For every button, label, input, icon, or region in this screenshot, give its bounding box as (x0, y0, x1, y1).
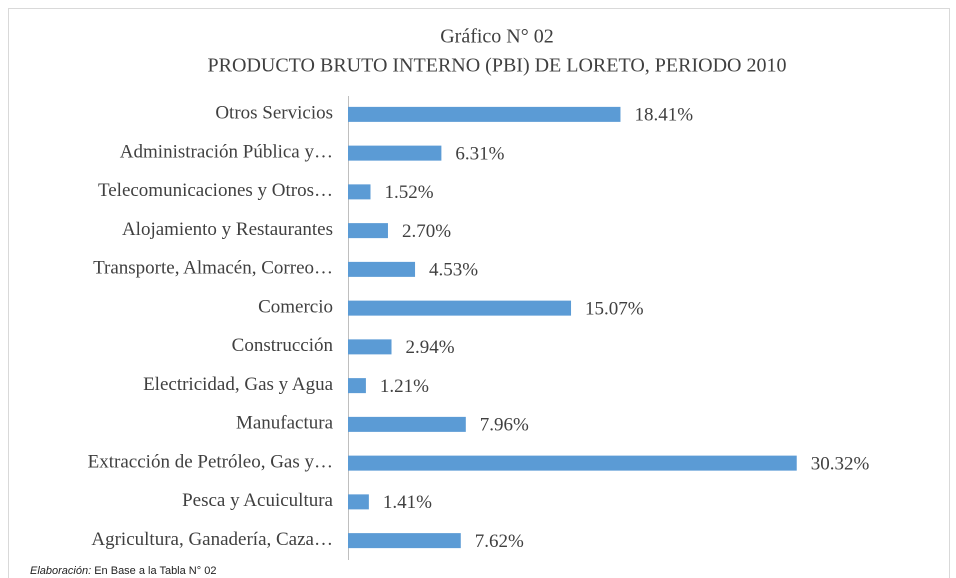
data-label: 30.32% (811, 453, 870, 474)
category-label: Manufactura (236, 413, 334, 434)
data-label: 1.52% (384, 182, 433, 203)
chart-subtitle: PRODUCTO BRUTO INTERNO (PBI) DE LORETO, … (208, 55, 787, 77)
bar (348, 300, 572, 316)
bar (348, 261, 416, 277)
category-label: Construcción (232, 335, 334, 356)
data-label: 2.94% (406, 337, 455, 358)
note-text: En Base a la Tabla N° 02 (94, 565, 217, 577)
data-label: 4.53% (429, 260, 478, 281)
category-label: Agricultura, Ganadería, Caza… (91, 529, 333, 550)
note: Elaboración: En Base a la Tabla N° 02 (30, 565, 216, 577)
bar (348, 339, 392, 355)
bar (348, 378, 366, 394)
bar (348, 416, 466, 432)
note-label: Elaboración: (30, 565, 92, 577)
category-label: Alojamiento y Restaurantes (122, 219, 333, 240)
data-label: 2.70% (402, 221, 451, 242)
data-label: 1.41% (383, 492, 432, 513)
data-label: 18.41% (634, 105, 693, 126)
category-label: Telecomunicaciones y Otros… (98, 180, 333, 201)
data-label: 15.07% (585, 298, 644, 319)
category-label: Electricidad, Gas y Agua (143, 374, 334, 395)
data-label: 7.96% (480, 415, 529, 436)
bar (348, 184, 371, 200)
data-label: 6.31% (455, 143, 504, 164)
bar (348, 494, 369, 510)
bar (348, 223, 388, 239)
category-label: Pesca y Acuicultura (182, 490, 333, 511)
data-label: 7.62% (475, 531, 524, 552)
category-label: Otros Servicios (215, 103, 333, 124)
category-label: Extracción de Petróleo, Gas y… (88, 451, 333, 472)
category-label: Transporte, Almacén, Correo… (93, 258, 333, 279)
bar (348, 533, 461, 549)
category-label: Administración Pública y… (120, 141, 333, 162)
category-label: Comercio (258, 296, 333, 317)
bar (348, 145, 442, 161)
chart-title: Gráfico N° 02 (440, 26, 554, 48)
bar (348, 106, 621, 122)
data-label: 1.21% (380, 376, 429, 397)
chart-border (8, 8, 950, 578)
bar (348, 455, 797, 471)
